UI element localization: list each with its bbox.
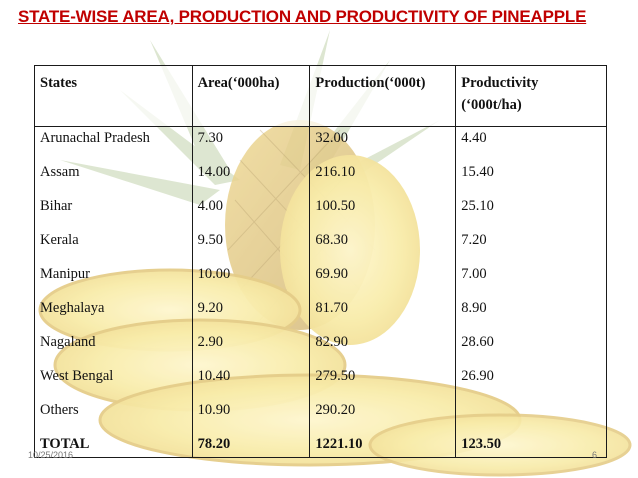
cell-area: 7.30 (191, 126, 311, 161)
cell-state: Others (34, 399, 193, 433)
table-row: West Bengal 10.40 279.50 26.90 (34, 365, 607, 399)
cell-productivity: 7.20 (455, 229, 607, 263)
table-row: Manipur 10.00 69.90 7.00 (34, 263, 607, 297)
header-productivity-line2: (‘000t/ha) (461, 97, 522, 113)
cell-state: Kerala (34, 229, 193, 263)
cell-production: 216.10 (309, 161, 457, 195)
cell-state: Meghalaya (34, 297, 193, 331)
table-total-row: TOTAL 78.20 1221.10 123.50 (34, 433, 607, 458)
cell-area: 9.20 (191, 297, 311, 331)
cell-production: 100.50 (309, 195, 457, 229)
cell-area: 10.90 (191, 399, 311, 433)
header-productivity-line1: Productivity (461, 75, 539, 91)
cell-production: 82.90 (309, 331, 457, 365)
total-productivity: 123.50 (455, 433, 607, 458)
cell-state: Manipur (34, 263, 193, 297)
pineapple-data-table: States Area(‘000ha) Production(‘000t) Pr… (34, 65, 607, 458)
cell-production: 32.00 (309, 126, 457, 161)
cell-productivity: 28.60 (455, 331, 607, 365)
slide-title: STATE-WISE AREA, PRODUCTION AND PRODUCTI… (18, 7, 587, 26)
cell-productivity: 8.90 (455, 297, 607, 331)
cell-area: 9.50 (191, 229, 311, 263)
header-productivity: Productivity (‘000t/ha) (455, 65, 607, 127)
cell-area: 10.00 (191, 263, 311, 297)
cell-production: 68.30 (309, 229, 457, 263)
table-row: Nagaland 2.90 82.90 28.60 (34, 331, 607, 365)
slide-date: 10/25/2016 (28, 450, 74, 460)
table-header-row: States Area(‘000ha) Production(‘000t) Pr… (34, 65, 607, 127)
table-row: Others 10.90 290.20 (34, 399, 607, 433)
cell-production: 69.90 (309, 263, 457, 297)
total-area: 78.20 (191, 433, 311, 458)
cell-productivity: 7.00 (455, 263, 607, 297)
table-row: Assam 14.00 216.10 15.40 (34, 161, 607, 195)
cell-area: 4.00 (191, 195, 311, 229)
slide-page-number: 6 (592, 450, 598, 460)
cell-productivity: 15.40 (455, 161, 607, 195)
header-states: States (34, 65, 193, 127)
cell-productivity (455, 399, 607, 433)
cell-state: Nagaland (34, 331, 193, 365)
cell-area: 14.00 (191, 161, 311, 195)
header-production: Production(‘000t) (309, 65, 457, 127)
table-row: Kerala 9.50 68.30 7.20 (34, 229, 607, 263)
cell-production: 81.70 (309, 297, 457, 331)
table-row: Meghalaya 9.20 81.70 8.90 (34, 297, 607, 331)
cell-productivity: 25.10 (455, 195, 607, 229)
cell-state: Bihar (34, 195, 193, 229)
table-row: Arunachal Pradesh 7.30 32.00 4.40 (34, 126, 607, 161)
cell-state: Assam (34, 161, 193, 195)
cell-state: West Bengal (34, 365, 193, 399)
cell-state: Arunachal Pradesh (34, 126, 193, 161)
cell-productivity: 26.90 (455, 365, 607, 399)
cell-area: 2.90 (191, 331, 311, 365)
table-row: Bihar 4.00 100.50 25.10 (34, 195, 607, 229)
total-production: 1221.10 (309, 433, 457, 458)
cell-production: 279.50 (309, 365, 457, 399)
cell-productivity: 4.40 (455, 126, 607, 161)
header-area: Area(‘000ha) (191, 65, 311, 127)
cell-area: 10.40 (191, 365, 311, 399)
cell-production: 290.20 (309, 399, 457, 433)
